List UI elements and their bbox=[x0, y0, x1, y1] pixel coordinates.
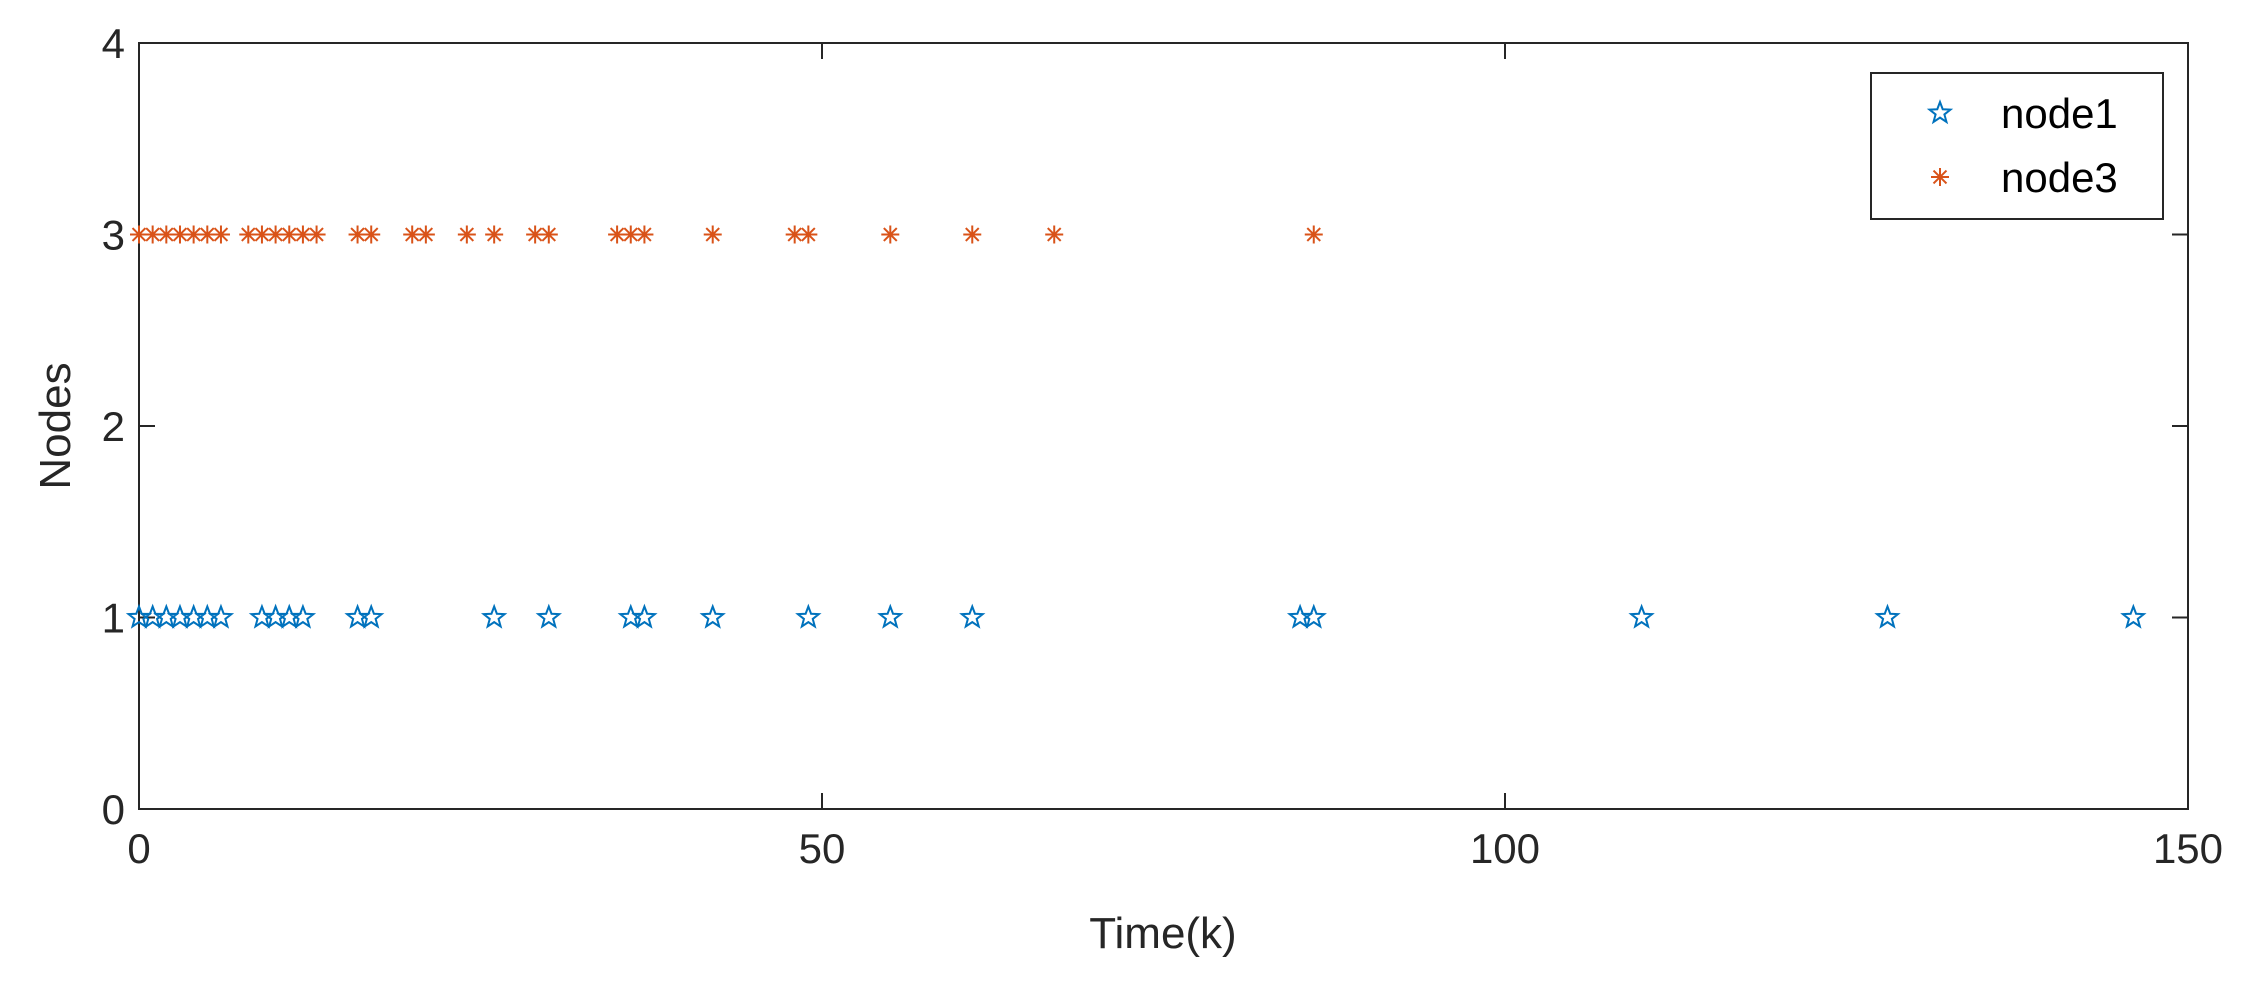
node3-point bbox=[539, 225, 558, 244]
node1-point bbox=[2120, 603, 2147, 629]
node3-point bbox=[635, 225, 654, 244]
plot-area bbox=[138, 42, 2189, 810]
y-axis-ticks: 0 1 2 3 4 bbox=[102, 20, 2188, 833]
node3-point bbox=[703, 225, 722, 244]
y-tick-label: 2 bbox=[102, 403, 125, 450]
legend-items: node1 node3 bbox=[1926, 90, 2118, 201]
node3-point bbox=[799, 225, 818, 244]
data-series bbox=[125, 225, 2147, 629]
y-tick-label: 4 bbox=[102, 20, 125, 67]
node1-point bbox=[699, 603, 726, 629]
node3-point bbox=[307, 225, 326, 244]
node1-point bbox=[959, 603, 986, 629]
node3-point bbox=[457, 225, 476, 244]
node3-point bbox=[416, 225, 435, 244]
node3-point bbox=[211, 225, 230, 244]
node1-point bbox=[289, 603, 317, 629]
node1-point bbox=[207, 603, 235, 629]
node3-point bbox=[881, 225, 900, 244]
legend-marker-node3 bbox=[1931, 168, 1949, 186]
series-node3 bbox=[130, 225, 1323, 244]
x-tick-label: 150 bbox=[2153, 825, 2223, 872]
legend-label-node3: node3 bbox=[2001, 154, 2118, 201]
node3-point bbox=[1045, 225, 1064, 244]
series-node1 bbox=[125, 603, 2147, 629]
node3-point bbox=[1304, 225, 1323, 244]
x-axis-label: Time(k) bbox=[1089, 909, 1236, 958]
y-tick-label: 3 bbox=[102, 212, 125, 259]
x-axis-ticks: 0 50 100 150 bbox=[127, 43, 2223, 872]
y-axis-label: Nodes bbox=[31, 362, 80, 489]
node1-point bbox=[535, 603, 562, 629]
node3-point bbox=[157, 225, 176, 244]
node3-point bbox=[170, 225, 189, 244]
node3-point bbox=[963, 225, 982, 244]
node1-point bbox=[358, 603, 385, 629]
node1-point bbox=[631, 603, 658, 629]
legend: node1 node3 bbox=[1870, 72, 2164, 220]
y-tick-label: 1 bbox=[102, 595, 125, 642]
legend-marker-node1 bbox=[1926, 99, 1954, 125]
node1-point bbox=[1628, 603, 1655, 629]
node1-point bbox=[877, 603, 904, 629]
x-tick-label: 0 bbox=[127, 825, 150, 872]
legend-box bbox=[1870, 72, 2164, 220]
node1-point bbox=[1874, 603, 1901, 629]
legend-label-node1: node1 bbox=[2001, 90, 2118, 137]
y-tick-label: 0 bbox=[102, 786, 125, 833]
node1-point bbox=[1300, 603, 1327, 629]
node3-point bbox=[485, 225, 504, 244]
node1-point bbox=[480, 603, 508, 629]
node1-point bbox=[795, 603, 822, 629]
node3-point bbox=[362, 225, 381, 244]
x-tick-label: 100 bbox=[1470, 825, 1540, 872]
x-tick-label: 50 bbox=[799, 825, 846, 872]
